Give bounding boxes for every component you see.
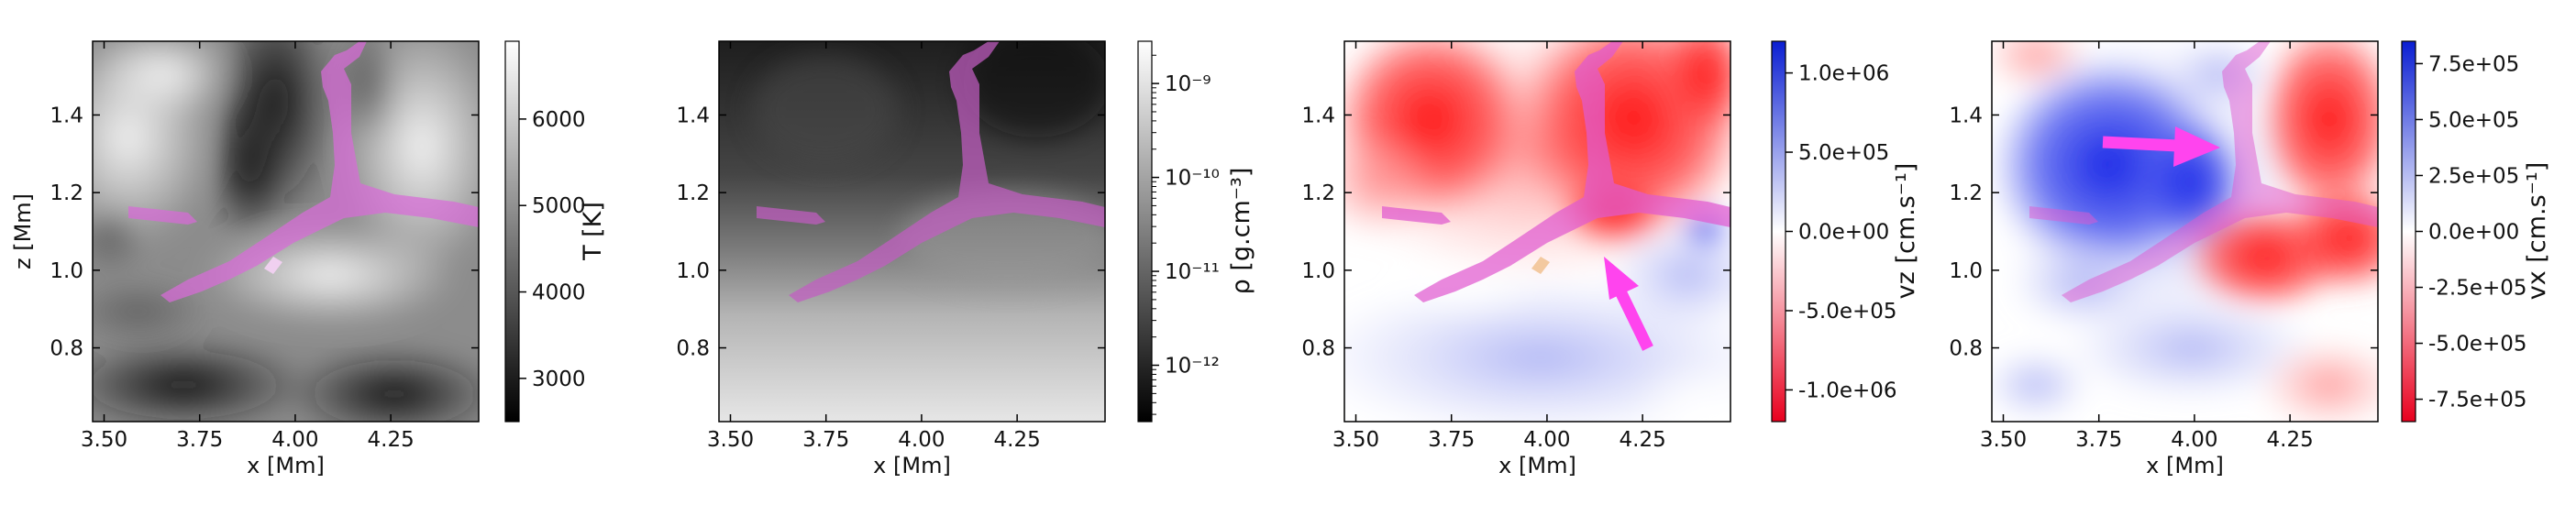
y-tick-label: 0.8 <box>1301 337 1335 361</box>
overlay-region <box>128 41 479 302</box>
colorbar-label: T [K] <box>579 202 607 261</box>
vx-heatmap <box>1992 41 2378 422</box>
x-axis-label: x [Mm] <box>2146 453 2224 478</box>
colorbar-vz: 1.0e+06 5.0e+05 0.0e+00 -5.0e+05 -1.0e+06 vz… <box>1771 40 1920 423</box>
vz-heatmap <box>1344 41 1730 422</box>
x-tick-label: 3.75 <box>2075 428 2122 452</box>
y-tick-label: 0.8 <box>676 337 710 361</box>
colorbar-tick-label: 5.0e+05 <box>1798 141 1889 165</box>
colorbar-tick-label: 1.0e+06 <box>1798 62 1889 86</box>
x-tick-label: 4.00 <box>898 428 945 452</box>
colorbar-tick-label: 10⁻¹² <box>1165 355 1220 379</box>
y-tick-label: 1.2 <box>50 181 83 205</box>
x-tick-label: 3.50 <box>707 428 754 452</box>
y-tick-label: 1.0 <box>676 259 710 283</box>
colorbar-tick-label: 5000 <box>532 194 586 218</box>
pointer-arrow <box>2102 126 2220 167</box>
colorbar-tick-label: -7.5e+05 <box>2428 389 2527 412</box>
x-tick-label: 4.00 <box>1523 428 1570 452</box>
y-tick-label: 1.4 <box>1301 104 1335 127</box>
x-tick-label: 3.75 <box>802 428 849 452</box>
colorbar-tick-label: -5.0e+05 <box>1798 300 1897 324</box>
y-tick-label: 1.0 <box>1301 259 1335 283</box>
y-tick-label: 1.2 <box>1949 181 1983 205</box>
x-tick-label: 4.25 <box>994 428 1041 452</box>
y-tick-label: 1.4 <box>676 104 710 127</box>
y-tick-label: 1.4 <box>1949 104 1983 127</box>
colorbar-vx: 7.5e+05 5.0e+05 2.5e+05 0.0e+00 -2.5e+05 -5.0… <box>2401 40 2551 423</box>
colorbar-tick-label: 2.5e+05 <box>2428 164 2519 188</box>
x-tick-label: 4.25 <box>2267 428 2314 452</box>
y-axis-label: z [Mm] <box>10 193 36 269</box>
overlay-region <box>1382 41 1730 302</box>
y-tick-label: 0.8 <box>50 337 83 361</box>
overlay-hole <box>1531 257 1550 274</box>
y-tick-label: 1.2 <box>676 181 710 205</box>
colorbar-label: vz [cm.s⁻¹] <box>1892 163 1920 300</box>
y-tick-label: 1.0 <box>1949 259 1983 283</box>
x-axis-label: x [Mm] <box>247 453 325 478</box>
panel-vz: 3.50 3.75 4.00 4.25 0.8 1.0 1.2 1.4 x [Mm] <box>1301 40 1731 478</box>
density-heatmap <box>719 41 1105 422</box>
x-tick-label: 4.00 <box>271 428 318 452</box>
colorbar-tick-label: 3000 <box>532 368 586 391</box>
colorbar-tick-label: 6000 <box>532 108 586 132</box>
panel-temperature: 3.50 3.75 4.00 4.25 0.8 1.0 1.2 1.4 x [Mm] z [Mm] <box>10 40 480 478</box>
y-tick-label: 1.4 <box>50 104 83 127</box>
colorbar-tick-label: 5.0e+05 <box>2428 108 2519 132</box>
x-tick-label: 4.25 <box>1620 428 1666 452</box>
x-tick-label: 3.75 <box>176 428 223 452</box>
colorbar-tick-label: -2.5e+05 <box>2428 277 2527 301</box>
x-axis-label: x [Mm] <box>1498 453 1576 478</box>
overlay-hole <box>264 257 282 274</box>
colorbar-tick-label: 10⁻¹¹ <box>1165 260 1220 284</box>
colorbar-density: 10⁻¹² 10⁻¹¹ 10⁻¹⁰ 10⁻⁹ ρ [g.cm⁻³] <box>1137 40 1255 423</box>
x-tick-label: 3.50 <box>1332 428 1379 452</box>
colorbar-tick-label: -5.0e+05 <box>2428 333 2527 357</box>
overlay-region <box>2029 41 2378 302</box>
colorbar-label: vx [cm.s⁻¹] <box>2523 162 2551 300</box>
colorbar-tick-label: 0.0e+00 <box>2428 221 2519 245</box>
colorbar-tick-label: 10⁻¹⁰ <box>1165 167 1220 191</box>
colorbar-tick-label: 4000 <box>532 281 586 305</box>
colorbar-label: ρ [g.cm⁻³] <box>1227 168 1255 295</box>
x-axis-label: x [Mm] <box>873 453 951 478</box>
colorbar-tick-label: 0.0e+00 <box>1798 221 1889 245</box>
pointer-arrow <box>1604 257 1653 351</box>
colorbar-tick-label: 7.5e+05 <box>2428 52 2519 76</box>
temperature-heatmap <box>93 41 479 422</box>
x-tick-label: 4.00 <box>2171 428 2217 452</box>
x-tick-label: 4.25 <box>368 428 415 452</box>
colorbar-tick-label: -1.0e+06 <box>1798 379 1897 402</box>
y-tick-label: 1.2 <box>1301 181 1335 205</box>
panel-density: 3.50 3.75 4.00 4.25 0.8 1.0 1.2 1.4 x [Mm] <box>676 40 1106 478</box>
x-tick-label: 3.50 <box>81 428 127 452</box>
x-tick-label: 3.75 <box>1428 428 1475 452</box>
x-tick-label: 3.50 <box>1980 428 2027 452</box>
colorbar-tick-label: 10⁻⁹ <box>1165 72 1211 96</box>
colorbar-temperature: 3000 4000 5000 6000 T [K] <box>504 40 607 423</box>
y-tick-label: 0.8 <box>1949 337 1983 361</box>
overlay-region <box>757 41 1105 302</box>
panel-vx: 3.50 3.75 4.00 4.25 0.8 1.0 1.2 1.4 x [Mm] <box>1949 40 2379 478</box>
y-tick-label: 1.0 <box>50 259 83 283</box>
